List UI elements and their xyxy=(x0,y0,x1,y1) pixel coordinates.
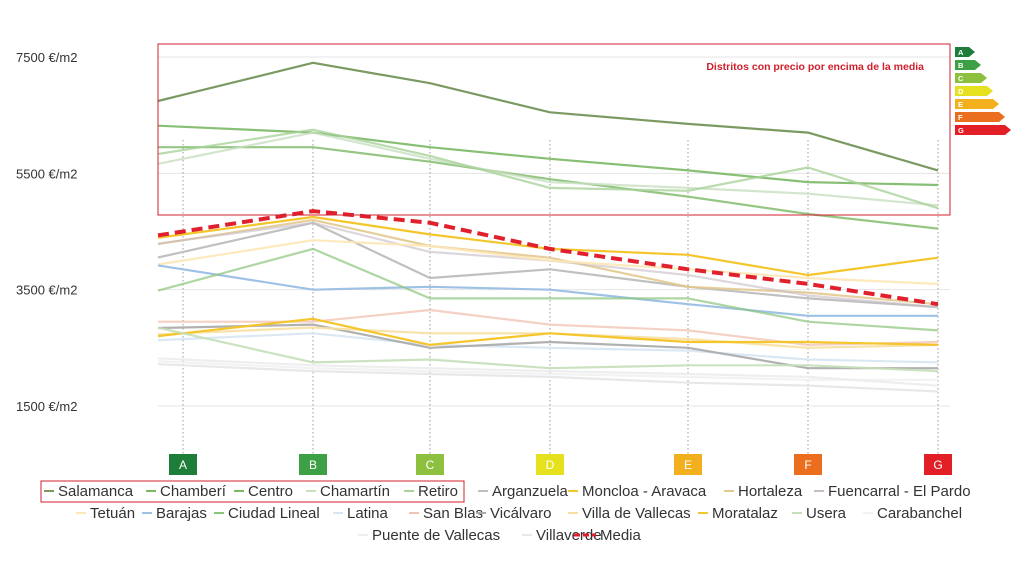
y-tick-label: 7500 €/m2 xyxy=(16,50,77,65)
series-line-ciudad-lineal xyxy=(157,247,939,332)
legend-label: Salamanca xyxy=(58,483,134,500)
energy-arrow-letter: B xyxy=(958,61,964,70)
category-box-d xyxy=(536,454,564,475)
energy-arrow-letter: F xyxy=(958,113,963,122)
legend-highlight-box xyxy=(40,480,465,503)
legend-label: Media xyxy=(600,527,642,544)
legend-label: Retiro xyxy=(418,483,458,500)
legend-label: Puente de Vallecas xyxy=(372,527,500,544)
series-line-barajas xyxy=(157,264,938,317)
category-box-e xyxy=(674,454,702,475)
legend-label: Arganzuela xyxy=(492,483,569,500)
legend-label: Villaverde xyxy=(536,527,602,544)
category-box-c xyxy=(416,454,444,475)
series-line-villa-de-vallecas xyxy=(157,326,939,349)
legend-label: Villa de Vallecas xyxy=(582,505,691,522)
category-label: F xyxy=(804,458,811,472)
legend-label: Tetuán xyxy=(90,505,135,522)
legend-label: Barajas xyxy=(156,505,207,522)
category-label: E xyxy=(684,458,692,472)
series-line-vic-lvaro xyxy=(157,323,938,370)
energy-arrow-letter: A xyxy=(958,48,964,57)
energy-arrow-d xyxy=(955,86,993,96)
series-line-retiro xyxy=(157,128,939,210)
category-label: G xyxy=(933,458,942,472)
series-line-moratalaz xyxy=(157,317,939,346)
legend-label: Carabanchel xyxy=(877,505,962,522)
category-label: B xyxy=(309,458,317,472)
series-line-chamber- xyxy=(157,124,939,187)
energy-arrow-a xyxy=(955,47,975,57)
series-line-chamart-n xyxy=(157,131,939,207)
series-line-usera xyxy=(157,326,939,373)
legend-label: Ciudad Lineal xyxy=(228,505,320,522)
category-box-f xyxy=(794,454,822,475)
energy-arrow-letter: D xyxy=(958,87,964,96)
category-label: A xyxy=(179,458,187,472)
legend-label: Hortaleza xyxy=(738,483,803,500)
energy-arrow-e xyxy=(955,99,999,109)
series-line-moncloa-aravaca xyxy=(157,215,939,277)
y-tick-label: 5500 €/m2 xyxy=(16,166,77,181)
legend-label: Chamberí xyxy=(160,483,227,500)
energy-arrow-c xyxy=(955,73,987,83)
legend-label: Latina xyxy=(347,505,389,522)
series-line-salamanca xyxy=(157,61,939,172)
legend-label: Centro xyxy=(248,483,293,500)
category-label: C xyxy=(426,458,435,472)
energy-arrow-f xyxy=(955,112,1005,122)
series-line-carabanchel xyxy=(157,360,938,381)
legend-label: Moncloa - Aravaca xyxy=(582,483,707,500)
series-line-villaverde xyxy=(157,363,939,393)
legend-label: Chamartín xyxy=(320,483,390,500)
legend-label: San Blas xyxy=(423,505,483,522)
category-box-g xyxy=(924,454,952,475)
series-line-tetu-n xyxy=(157,239,939,285)
category-box-a xyxy=(169,454,197,475)
series-line-fuencarral-el-pardo xyxy=(157,221,939,309)
y-tick-label: 3500 €/m2 xyxy=(16,283,77,298)
series-line-hortaleza xyxy=(157,218,939,306)
energy-arrow-g xyxy=(955,125,1011,135)
energy-arrow-letter: C xyxy=(958,74,964,83)
legend-label: Fuencarral - El Pardo xyxy=(828,483,971,500)
highlight-box xyxy=(157,43,951,216)
series-line-puente-de-vallecas xyxy=(157,357,939,387)
series-line-arganzuela xyxy=(157,221,939,309)
legend-label: Moratalaz xyxy=(712,505,778,522)
y-tick-label: 1500 €/m2 xyxy=(16,399,77,414)
energy-arrow-b xyxy=(955,60,981,70)
category-box-b xyxy=(299,454,327,475)
energy-arrow-letter: G xyxy=(958,126,964,135)
series-line-media xyxy=(157,209,939,307)
annotation-label: Distritos con precio por encima de la me… xyxy=(706,61,924,73)
legend-label: Vicálvaro xyxy=(490,505,551,522)
category-label: D xyxy=(546,458,555,472)
energy-arrow-letter: E xyxy=(958,100,963,109)
legend-label: Usera xyxy=(806,505,847,522)
